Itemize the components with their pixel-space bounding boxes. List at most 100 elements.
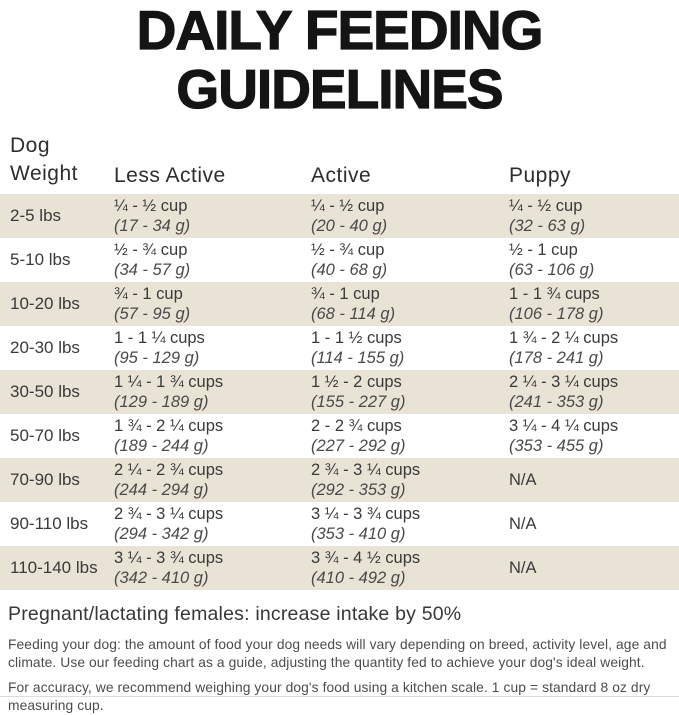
- weight-cell: 110-140 lbs: [10, 558, 98, 577]
- feeding-note: Feeding your dog: the amount of food you…: [8, 637, 667, 670]
- cups-value: 2 - 2 ¾ cups: [311, 417, 402, 435]
- page-title: DAILY FEEDING GUIDELINES: [0, 0, 679, 119]
- serving-cell: 1 - 1 ¾ cups (106 - 178 g): [502, 282, 679, 326]
- table-row: 10-20 lbs ¾ - 1 cup (57 - 95 g) ¾ - 1 cup (6…: [0, 282, 679, 326]
- cups-value: 3 ¼ - 3 ¾ cups: [114, 549, 224, 567]
- grams-value: (294 - 342 g): [114, 525, 209, 543]
- page-title-line1: DAILY FEEDING: [136, 0, 544, 61]
- serving-cell: 3 ¼ - 4 ¼ cups (353 - 455 g): [502, 414, 679, 458]
- grams-value: (227 - 292 g): [311, 437, 406, 455]
- grams-value: (244 - 294 g): [114, 481, 209, 499]
- bottom-divider: [0, 696, 679, 697]
- cups-value: ¾ - 1 cup: [114, 285, 183, 303]
- cups-value: 3 ¼ - 4 ¼ cups: [509, 417, 619, 435]
- weight-cell: 70-90 lbs: [10, 470, 80, 489]
- table-row: 20-30 lbs 1 - 1 ¼ cups (95 - 129 g) 1 - 1 ½…: [0, 326, 679, 370]
- weight-cell: 90-110 lbs: [10, 514, 89, 533]
- grams-value: (410 - 492 g): [311, 569, 406, 587]
- serving-cell: ¼ - ½ cup (20 - 40 g): [304, 194, 502, 238]
- serving-cell: 3 ¾ - 4 ½ cups (410 - 492 g): [304, 546, 502, 590]
- accuracy-note: For accuracy, we recommend weighing your…: [8, 680, 651, 713]
- grams-value: (40 - 68 g): [311, 261, 388, 279]
- grams-value: (241 - 353 g): [509, 393, 604, 411]
- table-row: 30-50 lbs 1 ¼ - 1 ¾ cups (129 - 189 g) 1 ½ …: [0, 370, 679, 414]
- serving-cell: ½ - ¾ cup (34 - 57 g): [107, 238, 304, 282]
- table-body: 2-5 lbs ¼ - ½ cup (17 - 34 g) ¼ - ½ cup (20 …: [0, 194, 679, 590]
- cups-value: ¼ - ½ cup: [509, 197, 583, 215]
- grams-value: (20 - 40 g): [311, 217, 388, 235]
- weight-cell: 2-5 lbs: [10, 206, 62, 225]
- cups-value: 1 - 1 ¼ cups: [114, 329, 205, 347]
- column-header-less-active: Less Active: [114, 164, 226, 187]
- grams-value: (129 - 189 g): [114, 393, 209, 411]
- pregnant-note: Pregnant/lactating females: increase int…: [8, 603, 462, 625]
- serving-cell: 2 ¼ - 2 ¾ cups (244 - 294 g): [107, 458, 304, 502]
- grams-value: (292 - 353 g): [311, 481, 406, 499]
- grams-value: (342 - 410 g): [114, 569, 209, 587]
- table-row: 70-90 lbs 2 ¼ - 2 ¾ cups (244 - 294 g) 2 ¾ …: [0, 458, 679, 502]
- cups-value: ¼ - ½ cup: [114, 197, 188, 215]
- weight-cell: 10-20 lbs: [10, 294, 80, 313]
- cups-value: 1 ¾ - 2 ¼ cups: [509, 329, 619, 347]
- table-row: 90-110 lbs 2 ¾ - 3 ¼ cups (294 - 342 g) 3 ¼…: [0, 502, 679, 546]
- grams-value: (353 - 455 g): [509, 437, 604, 455]
- weight-cell: 20-30 lbs: [10, 338, 80, 357]
- column-header-active: Active: [311, 164, 372, 187]
- cups-value: 2 ¾ - 3 ¼ cups: [311, 461, 421, 479]
- cups-value: 2 ¼ - 2 ¾ cups: [114, 461, 224, 479]
- column-header-dog-weight: Dog Weight: [0, 132, 107, 194]
- serving-cell: 2 ¾ - 3 ¼ cups (294 - 342 g): [107, 502, 304, 546]
- grams-value: (189 - 244 g): [114, 437, 209, 455]
- grams-value: (63 - 106 g): [509, 261, 595, 279]
- cups-value: ½ - ¾ cup: [311, 241, 385, 259]
- grams-value: (353 - 410 g): [311, 525, 406, 543]
- serving-cell: ¼ - ½ cup (32 - 63 g): [502, 194, 679, 238]
- weight-cell: 5-10 lbs: [10, 250, 71, 269]
- grams-value: (95 - 129 g): [114, 349, 200, 367]
- cups-value: 2 ¼ - 3 ¼ cups: [509, 373, 619, 391]
- serving-cell: ¾ - 1 cup (68 - 114 g): [304, 282, 502, 326]
- na-value: N/A: [509, 559, 537, 577]
- serving-cell: ¾ - 1 cup (57 - 95 g): [107, 282, 304, 326]
- serving-cell: N/A: [502, 546, 679, 590]
- cups-value: 1 ¼ - 1 ¾ cups: [114, 373, 224, 391]
- serving-cell: ½ - 1 cup (63 - 106 g): [502, 238, 679, 282]
- table-header: Dog Weight Less Active Active Puppy: [0, 132, 679, 194]
- cups-value: ¾ - 1 cup: [311, 285, 380, 303]
- serving-cell: 2 - 2 ¾ cups (227 - 292 g): [304, 414, 502, 458]
- cups-value: 1 - 1 ½ cups: [311, 329, 402, 347]
- table-row: 2-5 lbs ¼ - ½ cup (17 - 34 g) ¼ - ½ cup (20 …: [0, 194, 679, 238]
- grams-value: (17 - 34 g): [114, 217, 191, 235]
- serving-cell: N/A: [502, 502, 679, 546]
- na-value: N/A: [509, 515, 537, 533]
- serving-cell: ½ - ¾ cup (40 - 68 g): [304, 238, 502, 282]
- grams-value: (155 - 227 g): [311, 393, 406, 411]
- serving-cell: 1 - 1 ½ cups (114 - 155 g): [304, 326, 502, 370]
- cups-value: 1 - 1 ¾ cups: [509, 285, 600, 303]
- grams-value: (32 - 63 g): [509, 217, 586, 235]
- grams-value: (34 - 57 g): [114, 261, 191, 279]
- dog-weight-line2: Weight: [10, 162, 78, 185]
- table-row: 5-10 lbs ½ - ¾ cup (34 - 57 g) ½ - ¾ cup (40…: [0, 238, 679, 282]
- grams-value: (68 - 114 g): [311, 305, 396, 323]
- weight-cell: 30-50 lbs: [10, 382, 80, 401]
- serving-cell: 1 - 1 ¼ cups (95 - 129 g): [107, 326, 304, 370]
- grams-value: (106 - 178 g): [509, 305, 604, 323]
- serving-cell: 3 ¼ - 3 ¾ cups (353 - 410 g): [304, 502, 502, 546]
- grams-value: (57 - 95 g): [114, 305, 191, 323]
- cups-value: ¼ - ½ cup: [311, 197, 385, 215]
- cups-value: ½ - 1 cup: [509, 241, 578, 259]
- serving-cell: ¼ - ½ cup (17 - 34 g): [107, 194, 304, 238]
- serving-cell: 3 ¼ - 3 ¾ cups (342 - 410 g): [107, 546, 304, 590]
- cups-value: 3 ¾ - 4 ½ cups: [311, 549, 421, 567]
- grams-value: (114 - 155 g): [311, 349, 405, 367]
- cups-value: 3 ¼ - 3 ¾ cups: [311, 505, 421, 523]
- serving-cell: 1 ½ - 2 cups (155 - 227 g): [304, 370, 502, 414]
- serving-cell: 1 ¾ - 2 ¼ cups (178 - 241 g): [502, 326, 679, 370]
- cups-value: 1 ¾ - 2 ¼ cups: [114, 417, 224, 435]
- serving-cell: 1 ¼ - 1 ¾ cups (129 - 189 g): [107, 370, 304, 414]
- cups-value: 1 ½ - 2 cups: [311, 373, 402, 391]
- serving-cell: 2 ¼ - 3 ¼ cups (241 - 353 g): [502, 370, 679, 414]
- cups-value: 2 ¾ - 3 ¼ cups: [114, 505, 224, 523]
